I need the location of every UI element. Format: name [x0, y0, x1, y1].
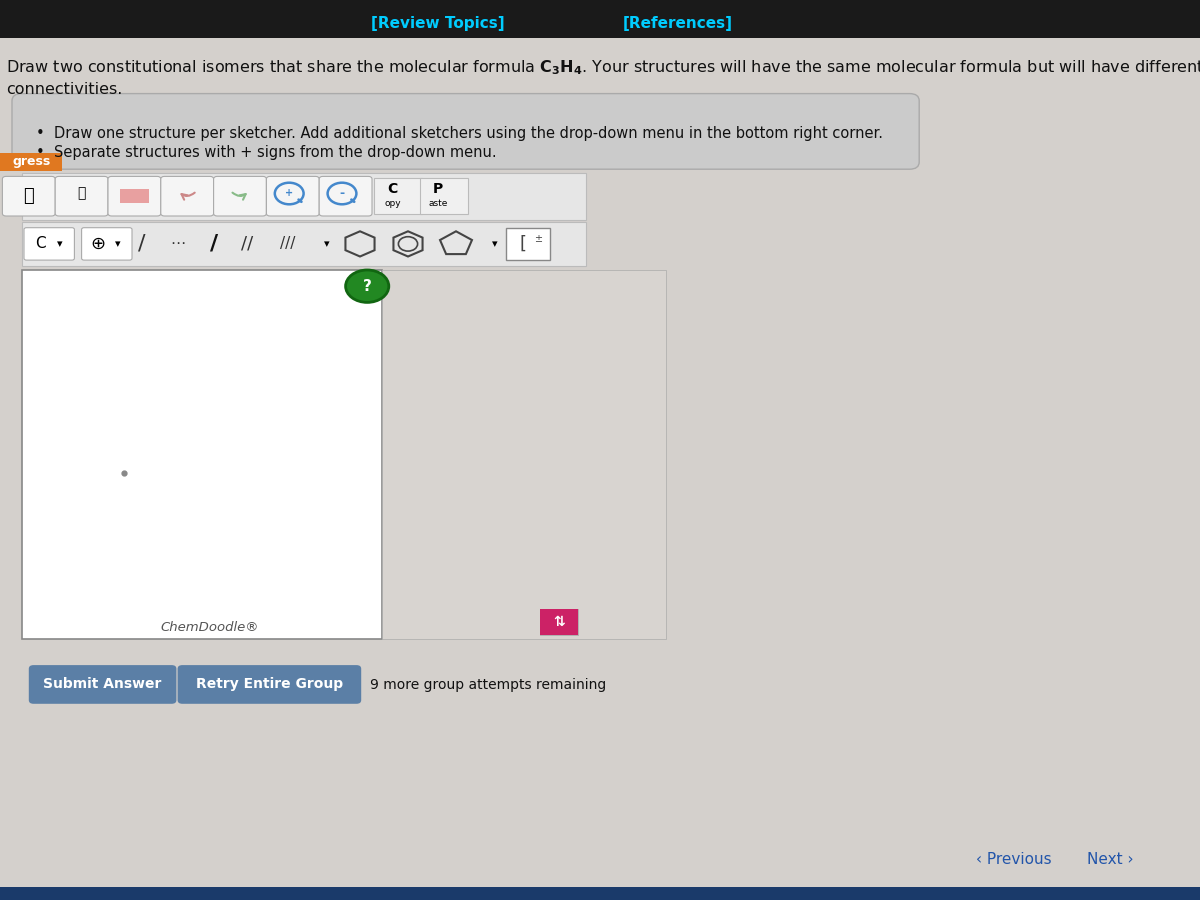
FancyBboxPatch shape [214, 176, 266, 216]
Text: ▾: ▾ [324, 238, 329, 249]
Text: ?: ? [362, 279, 372, 293]
FancyBboxPatch shape [82, 228, 132, 260]
Text: ▾: ▾ [115, 238, 120, 249]
Text: aste: aste [428, 199, 448, 208]
Text: ///: /// [281, 237, 295, 251]
Text: ⇅: ⇅ [553, 615, 565, 629]
Text: ChemDoodle®: ChemDoodle® [161, 621, 259, 634]
FancyBboxPatch shape [12, 94, 919, 169]
Text: /: / [138, 234, 145, 254]
FancyBboxPatch shape [0, 153, 62, 171]
Text: 9 more group attempts remaining: 9 more group attempts remaining [370, 678, 606, 692]
FancyBboxPatch shape [420, 178, 468, 214]
FancyBboxPatch shape [2, 176, 55, 216]
Text: //: // [241, 235, 253, 253]
Text: gress: gress [12, 156, 50, 168]
FancyBboxPatch shape [22, 173, 586, 220]
Text: [Review Topics]: [Review Topics] [371, 16, 505, 31]
Text: Submit Answer: Submit Answer [43, 678, 162, 691]
FancyBboxPatch shape [266, 176, 319, 216]
FancyBboxPatch shape [319, 176, 372, 216]
Text: •  Separate structures with + signs from the drop-down menu.: • Separate structures with + signs from … [36, 146, 497, 160]
FancyBboxPatch shape [120, 189, 149, 203]
FancyBboxPatch shape [540, 609, 578, 634]
Circle shape [346, 270, 389, 302]
FancyBboxPatch shape [506, 228, 550, 260]
Text: ⋯: ⋯ [170, 237, 185, 251]
Text: ⊕: ⊕ [91, 235, 106, 253]
Text: 🖐: 🖐 [24, 187, 34, 205]
FancyBboxPatch shape [22, 270, 382, 639]
FancyBboxPatch shape [0, 887, 1200, 900]
Text: opy: opy [384, 199, 401, 208]
Text: Retry Entire Group: Retry Entire Group [196, 678, 343, 691]
FancyBboxPatch shape [161, 176, 214, 216]
FancyBboxPatch shape [55, 176, 108, 216]
FancyBboxPatch shape [0, 0, 1200, 38]
Text: -: - [340, 187, 344, 200]
Text: connectivities.: connectivities. [6, 83, 122, 97]
FancyBboxPatch shape [24, 228, 74, 260]
Text: Draw two constitutional isomers that share the molecular formula $\mathbf{C_3H_4: Draw two constitutional isomers that sha… [6, 58, 1200, 76]
Text: P: P [433, 182, 443, 196]
FancyBboxPatch shape [178, 665, 361, 704]
Text: 🧪: 🧪 [78, 186, 85, 201]
Text: +: + [286, 188, 293, 199]
Text: •  Draw one structure per sketcher. Add additional sketchers using the drop-down: • Draw one structure per sketcher. Add a… [36, 126, 883, 140]
FancyBboxPatch shape [29, 665, 176, 704]
FancyBboxPatch shape [108, 176, 161, 216]
Text: C: C [388, 182, 397, 196]
FancyBboxPatch shape [382, 270, 666, 639]
Text: [References]: [References] [623, 16, 733, 31]
Text: /: / [210, 234, 217, 254]
Text: C: C [36, 237, 46, 251]
Text: ±: ± [534, 233, 541, 244]
Text: [: [ [520, 235, 527, 253]
Text: ▾: ▾ [492, 238, 497, 249]
Text: ▾: ▾ [58, 238, 62, 249]
FancyBboxPatch shape [22, 222, 586, 266]
Text: ‹ Previous: ‹ Previous [976, 852, 1052, 867]
FancyBboxPatch shape [540, 609, 578, 634]
FancyBboxPatch shape [374, 178, 422, 214]
Text: Next ›: Next › [1087, 852, 1133, 867]
